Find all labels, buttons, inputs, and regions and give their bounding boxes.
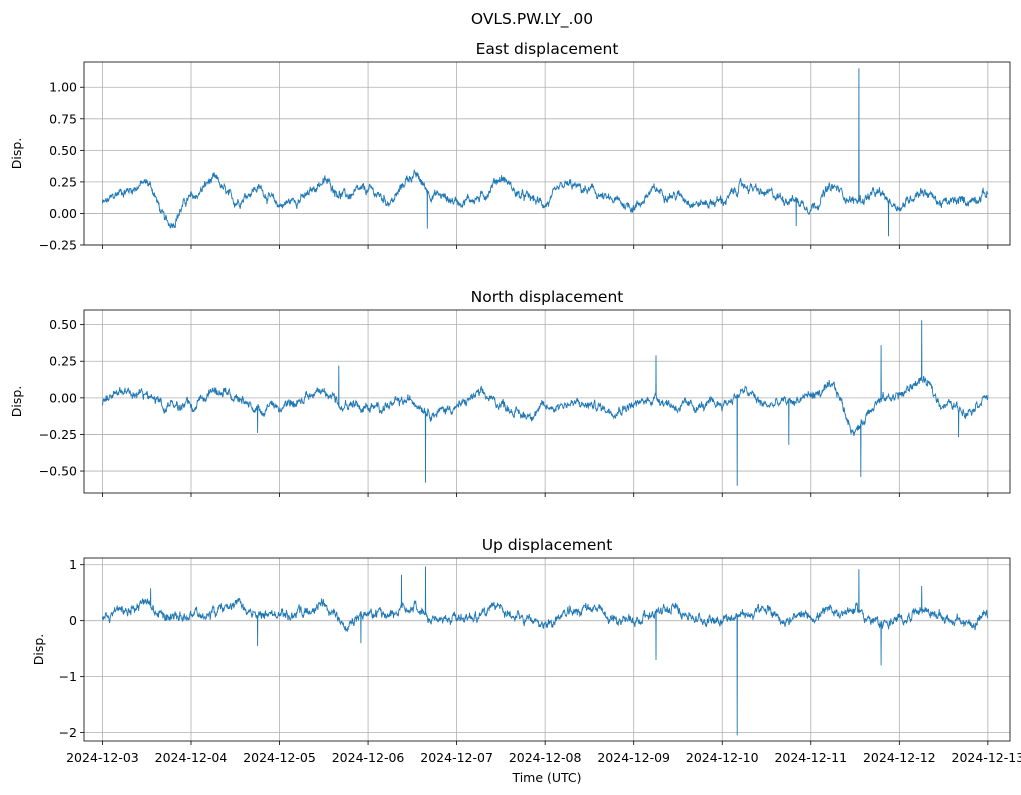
x-tick-label: 2024-12-11 xyxy=(774,750,847,765)
series-line xyxy=(101,566,989,736)
y-axis-label: Disp. xyxy=(9,138,24,170)
panel-title: East displacement xyxy=(476,40,619,58)
x-tick-label: 2024-12-06 xyxy=(332,750,405,765)
x-axis-label: Time (UTC) xyxy=(511,770,581,785)
y-tick-label: −0.25 xyxy=(39,238,77,253)
y-tick-label: −2 xyxy=(59,725,77,740)
axes-frame xyxy=(83,557,1011,742)
y-tick-label: 0.50 xyxy=(49,317,77,332)
panel-title: North displacement xyxy=(471,288,624,306)
series-line xyxy=(101,320,989,486)
y-tick-label: 0.25 xyxy=(49,174,77,189)
panel-title: Up displacement xyxy=(482,536,613,554)
x-tick-label: 2024-12-03 xyxy=(66,750,139,765)
x-tick-label: 2024-12-13 xyxy=(952,750,1021,765)
y-tick-label: 0.00 xyxy=(49,206,77,221)
axes-frame xyxy=(83,61,1011,246)
x-tick-label: 2024-12-10 xyxy=(686,750,759,765)
y-tick-label: 0.00 xyxy=(49,390,77,405)
y-tick-label: 0.75 xyxy=(49,111,77,126)
series-line xyxy=(101,68,989,237)
y-axis-label: Disp. xyxy=(31,634,46,666)
y-tick-label: 0.50 xyxy=(49,143,77,158)
x-tick-label: 2024-12-08 xyxy=(509,750,582,765)
x-tick-label: 2024-12-09 xyxy=(597,750,670,765)
plot-area xyxy=(84,62,1010,245)
y-tick-label: −0.25 xyxy=(39,427,77,442)
y-tick-label: 1.00 xyxy=(49,80,77,95)
suptitle: OVLS.PW.LY_.00 xyxy=(471,10,593,29)
y-tick-label: −0.50 xyxy=(39,464,77,479)
y-tick-label: −1 xyxy=(59,669,77,684)
axes-frame xyxy=(83,309,1011,494)
plot-area xyxy=(84,310,1010,493)
plot-area xyxy=(84,558,1010,741)
x-tick-label: 2024-12-12 xyxy=(863,750,936,765)
x-tick-label: 2024-12-05 xyxy=(243,750,316,765)
panel-3: 2024-12-03 2024-12-04 2024-12-05 2024-12-06… xyxy=(31,536,1021,765)
y-tick-label: 1 xyxy=(69,557,77,572)
y-axis-label: Disp. xyxy=(9,386,24,418)
x-tick-label: 2024-12-07 xyxy=(420,750,493,765)
x-tick-label: 2024-12-04 xyxy=(155,750,228,765)
y-tick-label: 0.25 xyxy=(49,354,77,369)
y-tick-label: 0 xyxy=(69,613,77,628)
panel-2: −0.50 −0.25 0.00 0.25 0.50 North displacement… xyxy=(9,288,1011,497)
panel-1: −0.25 0.00 0.25 0.50 0.75 1.00 East displaceme… xyxy=(9,40,1011,253)
